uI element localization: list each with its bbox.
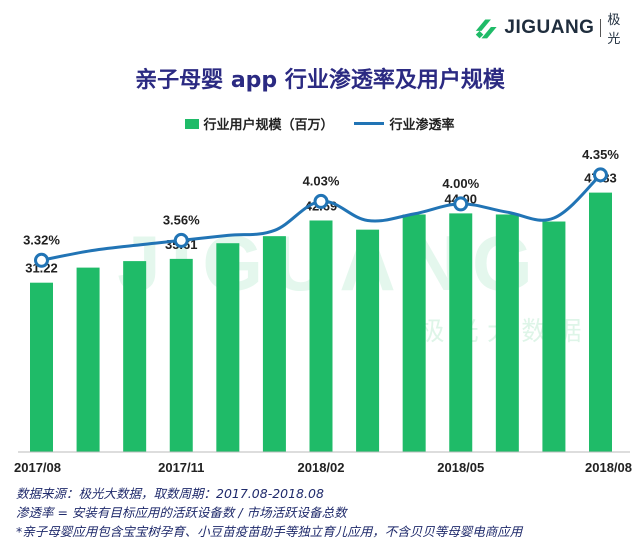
bar (216, 243, 240, 452)
bar (589, 192, 612, 452)
bar (123, 261, 147, 452)
jiguang-logo: JIGUANG 极光 (472, 8, 632, 48)
jiguang-logo-icon (475, 19, 497, 39)
bar-data-label: 31.22 (25, 261, 58, 276)
line-data-label: 4.03% (303, 173, 340, 188)
line-marker (593, 167, 608, 183)
chart-title: 亲子母婴 app 行业渗透率及用户规模 (135, 68, 505, 93)
footnote-definition: 渗透率 = 安装有目标应用的活跃设备数 / 市场活跃设备总数 (16, 505, 347, 520)
bar (262, 236, 286, 452)
line-data-label: 3.32% (23, 232, 60, 247)
bar (76, 267, 100, 452)
x-tick-label: 2017/08 (14, 460, 61, 475)
logo-text: JIGUANG (504, 17, 595, 38)
bar (495, 214, 519, 452)
logo-cn-text: 极光 (607, 13, 621, 47)
legend-label-penetration: 行业渗透率 (389, 118, 455, 133)
line-data-label: 4.00% (442, 176, 479, 191)
line-marker (453, 196, 469, 212)
line-marker (34, 252, 49, 268)
bar (169, 258, 193, 452)
footnote-scope: *亲子母婴应用包含宝宝树孕育、小豆苗疫苗助手等独立育儿应用，不含贝贝等母婴电商应… (16, 524, 523, 539)
x-tick-label: 2017/11 (158, 460, 204, 475)
legend-label-users: 行业用户规模（百万） (203, 118, 334, 133)
legend-item-users: 行业用户规模（百万） (185, 114, 334, 133)
chart-legend: 行业用户规模（百万） 行业渗透率 (0, 114, 640, 133)
bar (542, 221, 566, 452)
x-tick-label: 2018/08 (585, 460, 632, 475)
legend-swatch-line (353, 122, 384, 125)
bar (30, 282, 53, 452)
bar (402, 214, 426, 452)
bar (449, 213, 473, 452)
logo-divider (600, 19, 602, 37)
line-data-label: 3.56% (163, 212, 200, 227)
line-data-label: 4.35% (582, 147, 619, 162)
line-marker (313, 193, 329, 209)
legend-swatch-bar (185, 118, 200, 129)
bar (309, 220, 333, 452)
x-tick-label: 2018/05 (437, 460, 484, 475)
line-marker (173, 232, 189, 248)
legend-item-penetration: 行业渗透率 (353, 114, 455, 133)
x-tick-label: 2018/02 (298, 460, 345, 475)
footnote-source: 数据来源：极光大数据，取数周期：2017.08-2018.08 (16, 486, 324, 501)
bar (356, 229, 380, 452)
footnotes: 数据来源：极光大数据，取数周期：2017.08-2018.08 渗透率 = 安装… (16, 484, 636, 541)
